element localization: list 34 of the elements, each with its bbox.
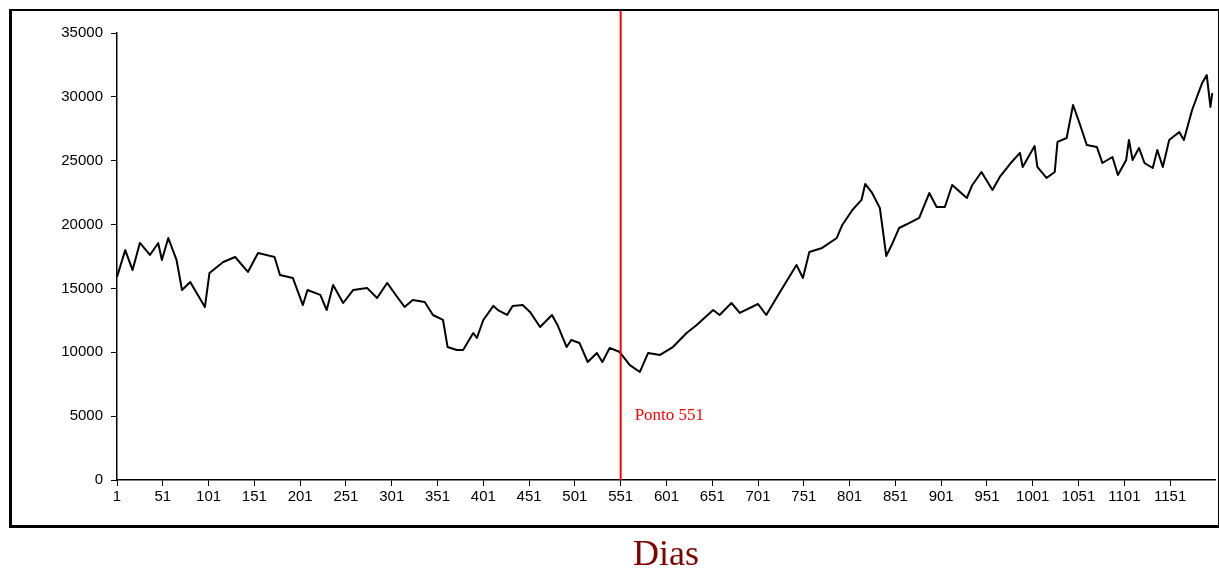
- y-tick-label: 15000: [61, 278, 103, 296]
- ref-line-label: Ponto 551: [634, 405, 705, 425]
- x-tick-label: 651: [699, 487, 725, 505]
- x-tick-label: 701: [745, 487, 771, 505]
- y-tick-label: 10000: [61, 342, 103, 360]
- x-tick-label: 1001: [1016, 487, 1050, 505]
- y-tick-label: 30000: [61, 87, 103, 104]
- x-tick-label: 351: [425, 487, 451, 505]
- x-tick-label: 451: [516, 487, 542, 505]
- x-tick-label: 101: [196, 487, 222, 505]
- x-tick-label: 801: [837, 487, 863, 505]
- x-tick-label: 601: [653, 487, 679, 505]
- x-tick-label: 301: [379, 487, 405, 505]
- x-tick-label: 1101: [1108, 487, 1141, 505]
- y-tick-label: 5000: [69, 406, 103, 424]
- x-tick-label: 951: [974, 487, 1000, 505]
- x-tick-label: 1: [112, 487, 122, 505]
- x-tick-label: 901: [928, 487, 954, 505]
- x-axis-title: Dias: [633, 532, 699, 573]
- x-tick-label: 1151: [1153, 487, 1187, 505]
- y-tick-label: 0: [94, 470, 103, 488]
- x-tick-label: 151: [241, 487, 267, 505]
- y-tick-label: 20000: [61, 214, 103, 232]
- x-tick-label: 251: [333, 487, 359, 505]
- y-tick-label: 25000: [61, 150, 103, 168]
- x-tick-label: 1051: [1061, 487, 1096, 505]
- x-tick-label: 551: [608, 487, 634, 505]
- x-tick-label: 751: [791, 487, 817, 505]
- x-tick-label: 51: [154, 487, 172, 505]
- x-tick-label: 851: [882, 487, 908, 505]
- y-tick-label: 35000: [61, 23, 103, 41]
- x-tick-label: 401: [470, 487, 496, 505]
- x-tick-label: 201: [287, 487, 313, 505]
- x-tick-label: 501: [562, 487, 588, 505]
